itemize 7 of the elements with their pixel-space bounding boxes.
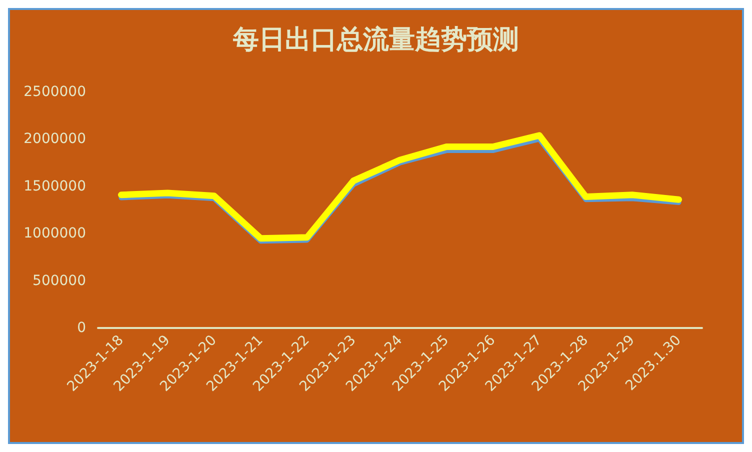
y-tick-label: 500000 — [32, 272, 86, 289]
y-tick-label: 2000000 — [24, 131, 86, 148]
y-tick-label: 1500000 — [24, 178, 86, 194]
chart-title: 每日出口总流量趋势预测 — [232, 25, 519, 55]
y-tick-label: 1000000 — [24, 226, 86, 242]
y-tick-label: 0 — [77, 320, 86, 336]
y-tick-label: 2500000 — [24, 84, 86, 100]
